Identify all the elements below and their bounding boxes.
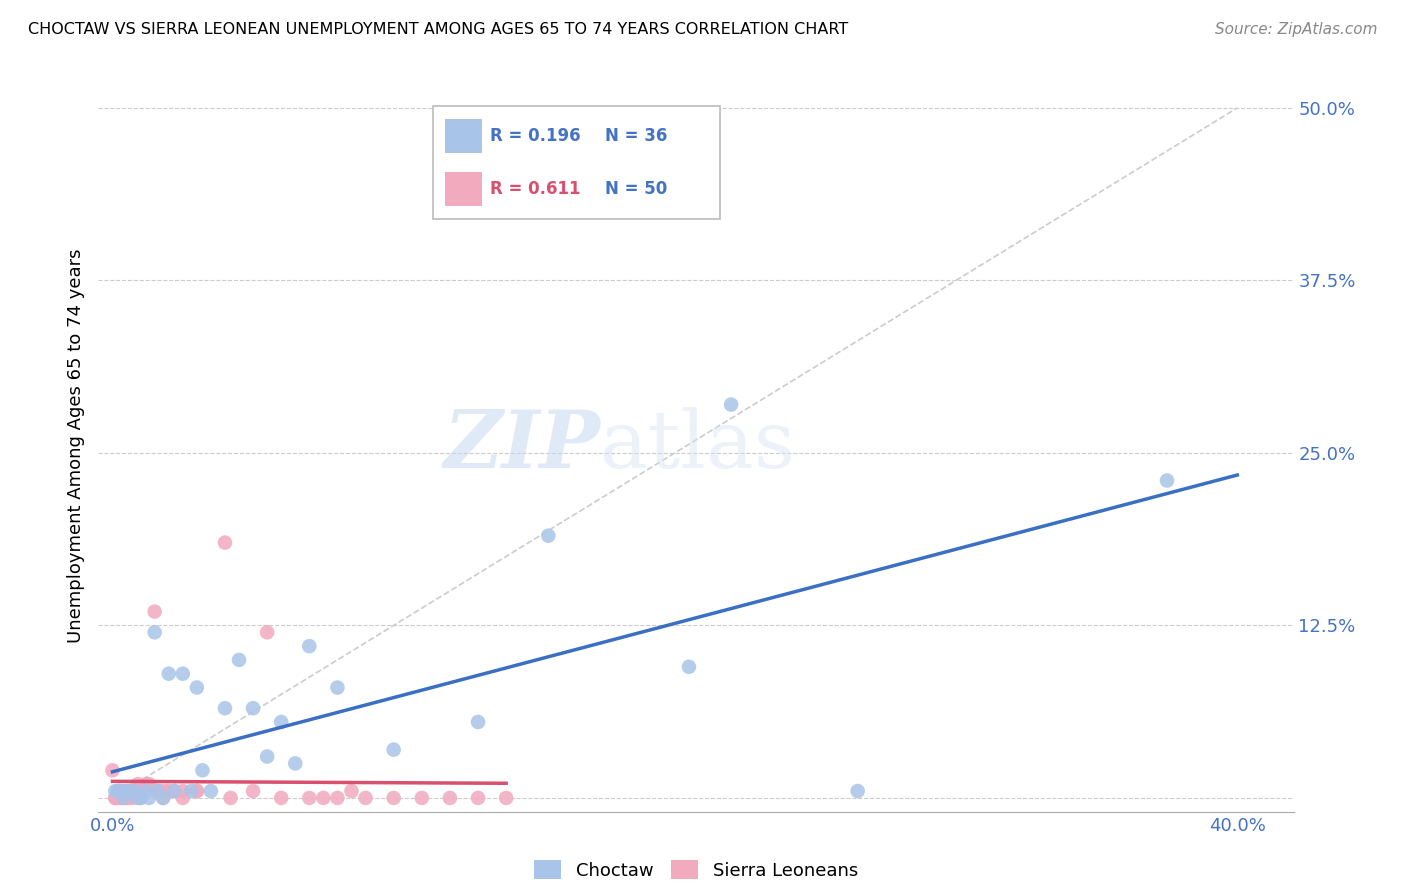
Point [191, 764, 214, 778]
Point [270, 791, 292, 805]
Point [107, 791, 129, 805]
Point [124, 784, 146, 798]
Point [138, 791, 160, 805]
Point [382, 791, 405, 805]
Point [115, 784, 138, 798]
Point [110, 784, 132, 798]
Point [121, 784, 143, 798]
Point [124, 784, 146, 798]
Text: ZIP: ZIP [443, 408, 600, 484]
Point [110, 791, 132, 805]
Point [124, 784, 146, 798]
Point [163, 784, 186, 798]
Point [129, 791, 152, 805]
Point [135, 777, 157, 791]
Point [146, 784, 169, 798]
Point [186, 784, 208, 798]
Point [129, 791, 152, 805]
Point [104, 791, 127, 805]
Point [354, 791, 377, 805]
Point [382, 742, 405, 756]
Point [115, 784, 138, 798]
Point [149, 784, 172, 798]
Text: CHOCTAW VS SIERRA LEONEAN UNEMPLOYMENT AMONG AGES 65 TO 74 YEARS CORRELATION CHA: CHOCTAW VS SIERRA LEONEAN UNEMPLOYMENT A… [28, 22, 848, 37]
Point [256, 749, 278, 764]
Point [1156, 474, 1178, 488]
Point [228, 653, 250, 667]
Point [326, 791, 349, 805]
Point [256, 625, 278, 640]
Point [214, 701, 236, 715]
Point [200, 784, 222, 798]
Point [411, 791, 433, 805]
Point [219, 791, 242, 805]
Point [152, 791, 174, 805]
Point [143, 605, 166, 619]
Point [152, 791, 174, 805]
Point [186, 681, 208, 695]
Point [138, 777, 160, 791]
Point [157, 666, 180, 681]
Point [270, 714, 292, 729]
Point [107, 784, 129, 798]
Point [186, 784, 208, 798]
Point [214, 535, 236, 549]
Point [104, 791, 127, 805]
Point [340, 784, 363, 798]
Point [678, 660, 700, 674]
Point [112, 791, 135, 805]
Point [298, 791, 321, 805]
Legend: Choctaw, Sierra Leoneans: Choctaw, Sierra Leoneans [527, 853, 865, 887]
Point [326, 681, 349, 695]
Point [143, 625, 166, 640]
Point [107, 784, 129, 798]
Point [101, 764, 124, 778]
Point [112, 784, 135, 798]
Point [284, 756, 307, 771]
Point [163, 784, 186, 798]
Point [135, 784, 157, 798]
Point [118, 784, 141, 798]
Point [242, 701, 264, 715]
Point [129, 784, 152, 798]
Point [495, 791, 517, 805]
Point [115, 791, 138, 805]
Y-axis label: Unemployment Among Ages 65 to 74 years: Unemployment Among Ages 65 to 74 years [66, 249, 84, 643]
Point [172, 666, 194, 681]
Text: Source: ZipAtlas.com: Source: ZipAtlas.com [1215, 22, 1378, 37]
Point [104, 784, 127, 798]
Point [146, 784, 169, 798]
Point [172, 791, 194, 805]
Point [155, 784, 177, 798]
Point [127, 777, 149, 791]
Point [180, 784, 202, 798]
Point [127, 791, 149, 805]
Text: atlas: atlas [600, 407, 796, 485]
Point [537, 529, 560, 543]
Point [467, 791, 489, 805]
Point [157, 784, 180, 798]
Point [118, 784, 141, 798]
Point [467, 714, 489, 729]
Point [846, 784, 869, 798]
Point [110, 791, 132, 805]
Point [298, 639, 321, 653]
Point [242, 784, 264, 798]
Point [121, 791, 143, 805]
Point [118, 791, 141, 805]
Point [110, 784, 132, 798]
Point [112, 791, 135, 805]
Point [439, 791, 461, 805]
Point [172, 784, 194, 798]
Point [312, 791, 335, 805]
Point [115, 791, 138, 805]
Point [720, 398, 742, 412]
